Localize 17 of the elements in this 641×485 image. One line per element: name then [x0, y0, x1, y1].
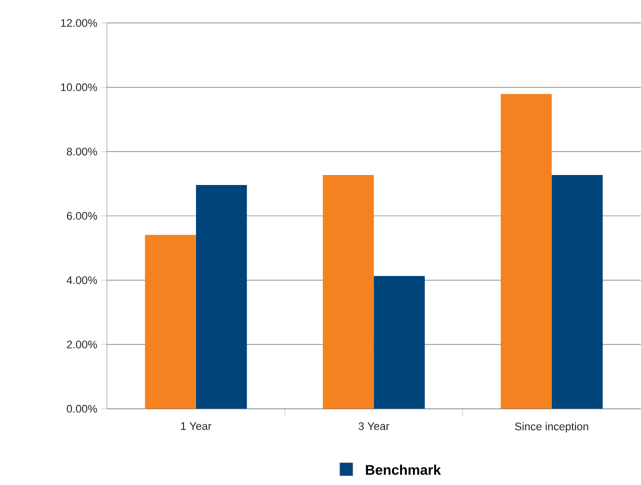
legend-label: Benchmark — [366, 464, 441, 476]
y-tick-label: 12.00% — [61, 19, 98, 27]
y-tick-label: 0.00% — [66, 405, 98, 413]
bar — [374, 276, 425, 409]
x-tick-label: Since inception — [515, 422, 588, 433]
y-tick-label: 10.00% — [61, 84, 98, 92]
y-tick-label: 8.00% — [66, 148, 98, 156]
x-tick-label: 1 Year — [181, 422, 212, 430]
bar — [196, 185, 247, 409]
y-tick-label: 2.00% — [66, 340, 98, 348]
bar — [322, 175, 374, 409]
bar — [552, 175, 603, 409]
x-tick-label: 3 Year — [358, 422, 390, 430]
y-tick-label: 4.00% — [66, 276, 98, 284]
y-tick-label: 6.00% — [66, 212, 98, 220]
bar — [144, 234, 196, 409]
bar — [500, 94, 552, 409]
